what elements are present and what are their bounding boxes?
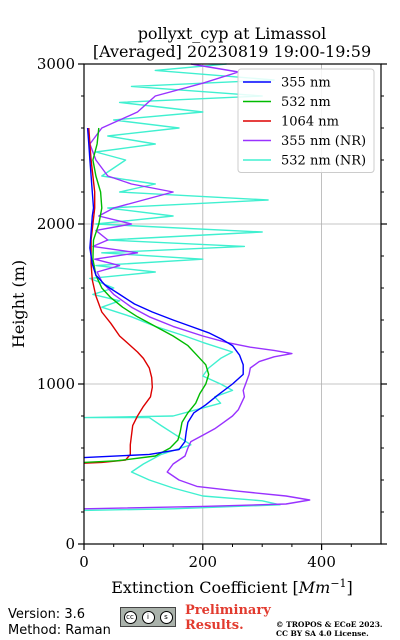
preliminary-line2: Results.: [185, 618, 244, 633]
footer-info: Version: 3.6 Method: Raman: [8, 607, 111, 639]
y-tick-label: 2000: [37, 215, 75, 233]
copyright-notice: © TROPOS & ECoE 2023. CC BY SA 4.0 Licen…: [276, 620, 383, 638]
legend-box: [237, 68, 375, 173]
legend-label: 1064 nm: [281, 115, 339, 130]
preliminary-notice: Preliminary Results.: [185, 603, 271, 633]
x-tick-label: 200: [188, 553, 217, 571]
series-line-1: [83, 127, 210, 464]
x-tick-label: 400: [307, 553, 336, 571]
copyright-line2: CC BY SA 4.0 License.: [276, 629, 369, 638]
series-line-3: [83, 63, 311, 510]
y-axis-ticks: 0 1000 2000 3000: [37, 55, 387, 553]
chart-subtitle: [Averaged] 20230819 19:00-19:59: [93, 42, 371, 61]
series-line-4: [83, 63, 281, 512]
preliminary-line1: Preliminary: [185, 603, 271, 618]
sa-icon: s: [159, 610, 173, 624]
series-layer: [83, 63, 311, 512]
copyright-line1: © TROPOS & ECoE 2023.: [276, 620, 383, 629]
y-tick-label: 3000: [37, 55, 75, 73]
chart-title: pollyxt_cyp at Limassol: [138, 24, 327, 43]
by-icon: i: [141, 610, 155, 624]
y-tick-label: 0: [65, 535, 75, 553]
legend: 355 nm 532 nm 1064 nm 355 nm (NR) 532 nm (NR…: [237, 68, 375, 173]
x-tick-label: 0: [79, 553, 89, 571]
legend-label: 532 nm (NR): [281, 154, 366, 169]
legend-label: 532 nm: [281, 95, 331, 110]
series-line-0: [83, 127, 244, 459]
legend-label: 355 nm (NR): [281, 134, 366, 149]
y-axis-label: Height (m): [9, 260, 28, 348]
x-axis-ticks: 0 200 400: [79, 544, 352, 571]
cc-icon: cc: [123, 610, 137, 624]
x-axis-label: Extinction Coefficient [Mm−1]: [111, 577, 353, 597]
cc-license-badge: cc i s: [120, 607, 176, 627]
y-tick-label: 1000: [37, 375, 75, 393]
legend-label: 355 nm: [281, 76, 331, 91]
version-text: Version: 3.6: [8, 607, 85, 622]
series-line-2: [83, 127, 153, 464]
method-text: Method: Raman: [8, 623, 111, 638]
